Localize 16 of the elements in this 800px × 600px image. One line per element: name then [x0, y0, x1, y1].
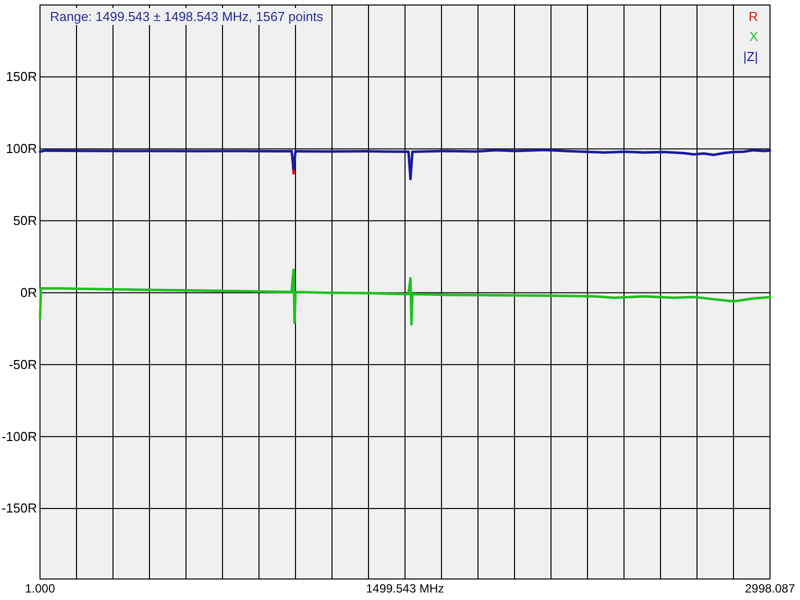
- y-tick-label: 0R: [20, 284, 37, 300]
- y-tick-label: -100R: [2, 428, 37, 444]
- text: X: [749, 29, 758, 44]
- y-tick-label: -50R: [8, 356, 37, 372]
- y-tick-label: 150R: [6, 69, 37, 84]
- line-series: [38, 148, 772, 180]
- text: |Z|: [743, 49, 758, 64]
- x-tick-label: 2998.087: [744, 582, 796, 596]
- y-tick-label: -150R: [2, 500, 37, 516]
- y-tick-label: 50R: [13, 212, 37, 228]
- x-tick-label: 1.000: [24, 582, 56, 596]
- line-series: [38, 268, 772, 326]
- x-tick-label: 1499.543 MHz: [366, 582, 444, 596]
- y-tick-label: 100R: [6, 141, 37, 156]
- text: R: [748, 9, 758, 24]
- chart-title: Range: 1499.543 ± 1498.543 MHz, 1567 points: [50, 9, 324, 24]
